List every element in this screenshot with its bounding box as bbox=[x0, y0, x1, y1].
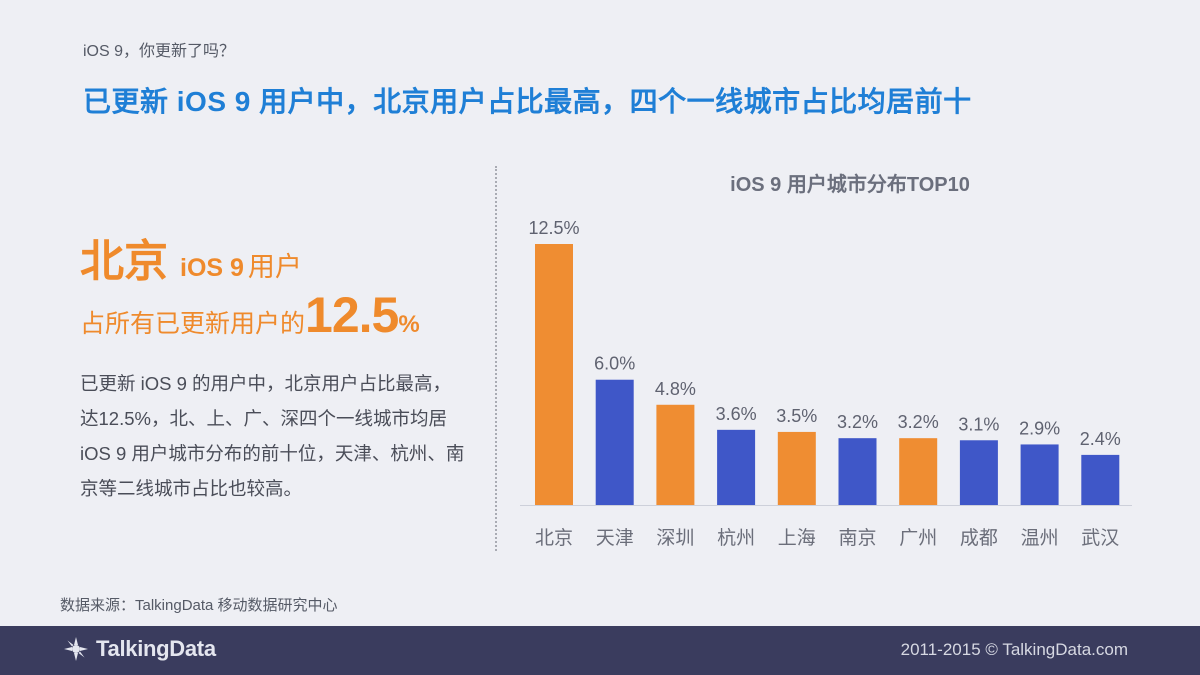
bar-value-label: 6.0% bbox=[594, 354, 635, 374]
description-text: 已更新 iOS 9 的用户中，北京用户占比最高，达12.5%，北、上、广、深四个… bbox=[80, 373, 465, 499]
highlight-line-2: 占所有已更新用户的12.5% bbox=[80, 286, 420, 344]
bar-value-label: 2.4% bbox=[1080, 429, 1121, 449]
bar-6 bbox=[838, 438, 877, 505]
page-headline: 已更新 iOS 9 用户中，北京用户占比最高，四个一线城市占比均居前十 bbox=[83, 86, 972, 117]
chart-title: iOS 9 用户城市分布TOP10 bbox=[730, 174, 970, 196]
bar-value-label: 4.8% bbox=[655, 379, 696, 399]
x-tick-label: 南京 bbox=[838, 527, 876, 549]
data-source: 数据来源：TalkingData 移动数据研究中心 bbox=[60, 597, 338, 614]
bar-value-label: 3.1% bbox=[958, 414, 999, 434]
page-kicker: iOS 9，你更新了吗？ bbox=[83, 43, 236, 60]
bar-2 bbox=[595, 379, 634, 505]
x-tick-label: 深圳 bbox=[656, 527, 694, 549]
vertical-divider bbox=[495, 166, 497, 551]
bar-10 bbox=[1081, 454, 1120, 505]
bar-9 bbox=[1020, 444, 1059, 505]
bar-1 bbox=[535, 244, 573, 505]
bar-value-label: 3.5% bbox=[776, 406, 817, 426]
footer-copyright: 2011-2015 © TalkingData.com bbox=[900, 640, 1128, 659]
bar-3 bbox=[656, 404, 695, 505]
bar-value-label: 3.6% bbox=[716, 404, 757, 424]
highlight-ios: iOS 9 bbox=[180, 254, 244, 282]
bar-7 bbox=[899, 438, 938, 505]
x-tick-label: 成都 bbox=[960, 527, 998, 549]
highlight-percent: % bbox=[398, 311, 420, 338]
bar-chart: 12.5% 北京 6.0% 天津 4.8% 深圳 3.6% 杭州 3.5% 上海 3.2% 南京 3.2… bbox=[520, 218, 1132, 549]
x-tick-label: 杭州 bbox=[717, 527, 755, 549]
bar-value-label: 2.9% bbox=[1019, 418, 1060, 438]
x-tick-label: 上海 bbox=[778, 527, 816, 549]
logo-mark-icon bbox=[64, 637, 88, 661]
talkingdata-logo: TalkingData bbox=[62, 635, 216, 663]
x-tick-label: 温州 bbox=[1021, 527, 1059, 549]
bar-value-label: 3.2% bbox=[898, 412, 939, 432]
logo-text: TalkingData bbox=[96, 636, 216, 661]
x-tick-label: 广州 bbox=[899, 527, 937, 549]
x-tick-label: 武汉 bbox=[1081, 527, 1119, 549]
highlight-prefix: 占所有已更新用户的 bbox=[80, 310, 306, 338]
bar-4 bbox=[717, 429, 756, 505]
highlight-number: 12.5 bbox=[305, 287, 399, 343]
highlight-line-1: 北京 iOS 9 用户 bbox=[80, 225, 302, 289]
x-tick-label: 天津 bbox=[596, 527, 634, 549]
bar-value-label: 3.2% bbox=[837, 412, 878, 432]
highlight-city: 北京 bbox=[80, 237, 168, 286]
bar-8 bbox=[959, 440, 998, 505]
bar-5 bbox=[777, 431, 816, 505]
highlight-user: 用户 bbox=[247, 252, 302, 282]
footer-bar: TalkingData 2011-2015 © TalkingData.com bbox=[0, 626, 1200, 675]
bar-value-label: 12.5% bbox=[528, 218, 579, 238]
x-tick-label: 北京 bbox=[535, 527, 573, 549]
